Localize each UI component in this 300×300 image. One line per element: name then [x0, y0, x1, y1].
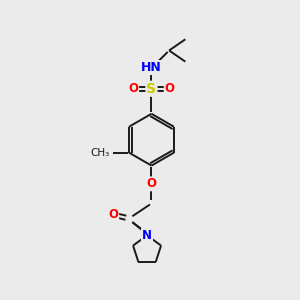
Text: O: O [128, 82, 138, 95]
Text: S: S [146, 82, 157, 96]
Text: CH₃: CH₃ [90, 148, 109, 158]
Text: N: N [142, 229, 152, 242]
Text: N: N [142, 229, 152, 242]
Text: O: O [146, 177, 157, 190]
Text: O: O [108, 208, 118, 221]
Text: O: O [165, 82, 175, 95]
Text: HN: HN [141, 61, 162, 74]
